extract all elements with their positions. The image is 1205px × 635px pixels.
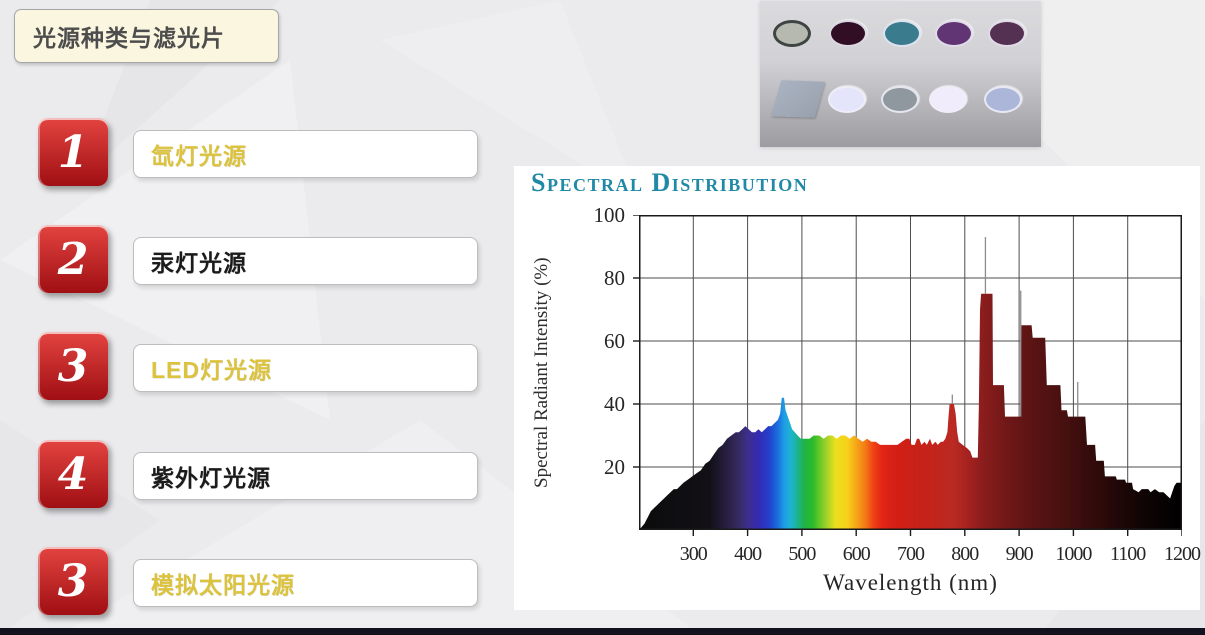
x-tick-label: 1000	[1055, 543, 1092, 565]
y-tick-label: 80	[604, 266, 625, 290]
item-number-badge: 3	[38, 332, 108, 400]
item-number-badge: 2	[38, 225, 108, 293]
filter-lens	[935, 20, 973, 47]
filter-lens	[773, 20, 811, 47]
x-axis-label: Wavelength (nm)	[823, 570, 998, 595]
light-source-item: LED灯光源	[133, 344, 478, 392]
spectrum-area	[639, 293, 1182, 530]
slide-title: 光源种类与滤光片	[33, 25, 225, 51]
x-tick-label: 300	[679, 543, 708, 565]
item-number: 2	[57, 233, 89, 285]
y-tick-label: 100	[593, 203, 626, 227]
item-number: 3	[57, 555, 89, 607]
filters-photo	[760, 1, 1041, 147]
x-tick-label: 800	[951, 543, 979, 565]
x-tick-label: 1100	[1110, 543, 1146, 565]
spectral-plot	[633, 215, 1182, 536]
spectral-line-spikes	[951, 237, 1079, 417]
filter-lens	[829, 20, 867, 47]
filter-lens	[984, 86, 1022, 113]
item-number: 4	[57, 448, 89, 500]
filter-lens	[883, 20, 921, 47]
item-label: LED灯光源	[151, 357, 272, 383]
bottom-bar	[0, 628, 1205, 635]
item-number: 3	[57, 340, 89, 392]
x-tick-label: 1200	[1164, 543, 1201, 565]
x-tick-label: 600	[842, 543, 871, 565]
x-tick-label: 400	[734, 543, 762, 565]
item-label: 模拟太阳光源	[151, 572, 295, 598]
item-number-badge: 1	[38, 118, 108, 186]
light-source-item: 汞灯光源	[133, 237, 478, 285]
item-label: 紫外灯光源	[151, 465, 271, 491]
y-axis-label: Spectral Radiant Intensity (%)	[531, 257, 552, 488]
item-number-badge: 4	[38, 440, 108, 508]
y-tick-label: 20	[604, 455, 625, 479]
chart-title: Spectral Distribution	[531, 168, 809, 197]
filter-lens	[828, 86, 866, 113]
slide-title-box: 光源种类与滤光片	[14, 9, 279, 63]
item-label: 汞灯光源	[151, 250, 247, 276]
filter-lens	[929, 86, 967, 113]
item-number: 1	[57, 126, 89, 178]
x-tick-label: 700	[897, 543, 925, 565]
plot-border	[639, 215, 1182, 530]
y-tick-label: 60	[604, 329, 625, 353]
light-source-item: 氙灯光源	[133, 130, 478, 178]
filter-lens	[988, 20, 1026, 47]
filter-lens	[881, 86, 919, 113]
x-tick-label: 500	[788, 543, 816, 565]
light-source-item: 紫外灯光源	[133, 452, 478, 500]
item-label: 氙灯光源	[151, 143, 247, 169]
light-source-item: 模拟太阳光源	[133, 559, 478, 607]
filter-square	[771, 80, 825, 118]
x-tick-label: 900	[1005, 543, 1034, 565]
item-number-badge: 3	[38, 547, 108, 615]
y-tick-label: 40	[604, 392, 625, 416]
spectral-chart-panel: Spectral Distribution Spectral Radiant I…	[514, 166, 1201, 610]
axis-tick-marks	[633, 215, 1182, 536]
